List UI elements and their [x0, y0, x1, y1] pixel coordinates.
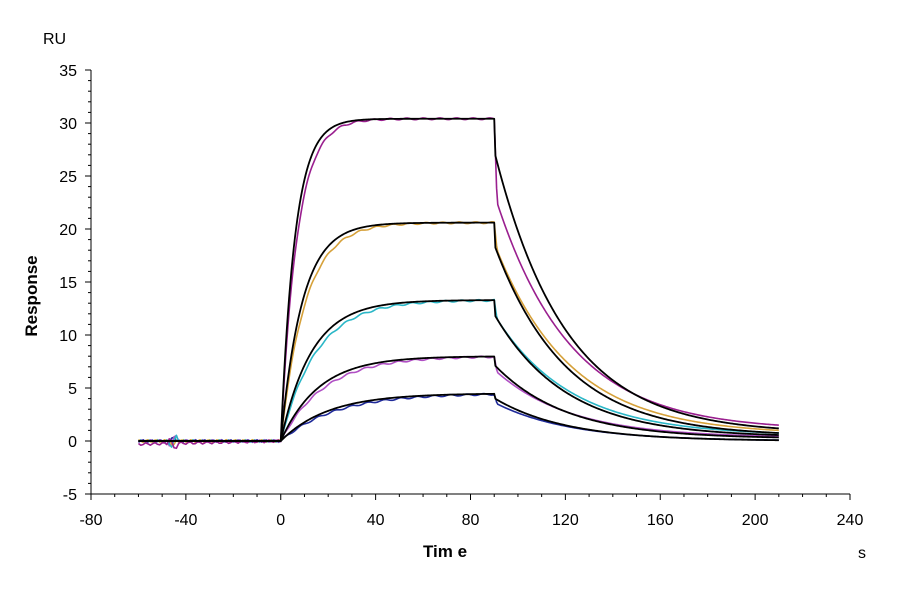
y-tick-label: 10 — [59, 328, 77, 345]
sensorgram-curve — [137, 355, 779, 447]
y-tick-label: 35 — [59, 63, 77, 80]
fit-curves — [138, 117, 779, 442]
y-axis-title: Response — [22, 255, 41, 336]
y-tick-label: 20 — [59, 222, 77, 239]
x-tick-label: 240 — [837, 512, 864, 529]
x-tick-label: -40 — [174, 512, 197, 529]
x-unit-label: s — [858, 545, 866, 562]
ticks: -5 0 5 10 15 20 25 30 35 -80 -40 0 40 80 120 160 200 240 — [59, 63, 863, 529]
sensorgram-curve — [138, 298, 779, 448]
y-tick-label: 15 — [59, 275, 77, 292]
x-tick-label: 200 — [742, 512, 769, 529]
fit-curve — [138, 355, 779, 442]
fit-curve — [138, 117, 779, 442]
x-tick-label: -80 — [79, 512, 102, 529]
fit-curve — [138, 299, 779, 442]
y-tick-label: 0 — [68, 434, 77, 451]
x-tick-label: 40 — [367, 512, 385, 529]
fit-curve — [138, 392, 779, 442]
x-axis-title: Tim e — [423, 542, 467, 561]
y-tick-label: 5 — [68, 381, 77, 398]
y-unit-label: RU — [43, 31, 66, 48]
x-tick-label: 80 — [462, 512, 480, 529]
fit-curve — [138, 221, 779, 442]
y-tick-label: -5 — [63, 487, 77, 504]
sensorgram-curve — [138, 392, 779, 444]
y-tick-label: 25 — [59, 169, 77, 186]
x-tick-label: 0 — [276, 512, 285, 529]
x-tick-label: 120 — [552, 512, 579, 529]
sensorgram-curves — [137, 117, 779, 450]
x-tick-label: 160 — [647, 512, 674, 529]
sensorgram-curve — [137, 117, 779, 450]
y-tick-label: 30 — [59, 116, 77, 133]
